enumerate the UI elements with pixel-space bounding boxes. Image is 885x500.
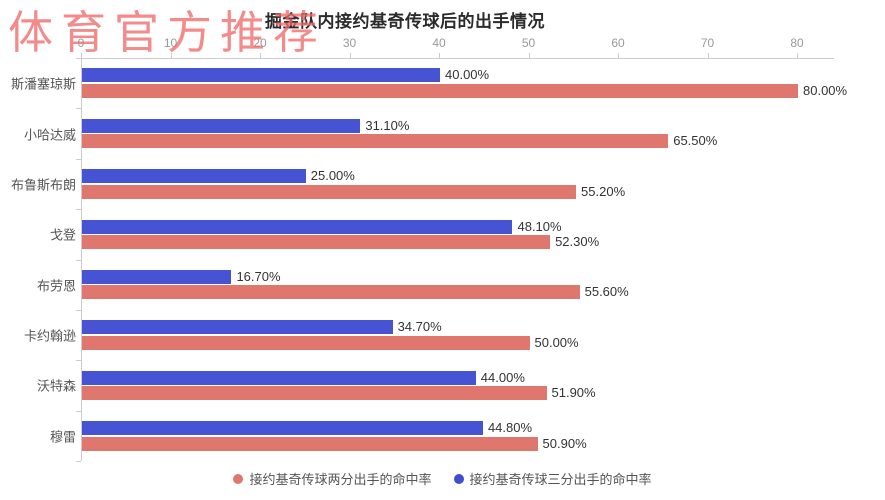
x-tick-mark [618, 53, 619, 58]
x-tick-label: 40 [432, 36, 446, 50]
value-label: 55.60% [584, 284, 629, 300]
x-tick-label: 30 [342, 36, 357, 50]
value-label: 55.20% [581, 183, 626, 199]
bar-3pt-fg[interactable] [82, 370, 476, 385]
x-tick-mark [528, 53, 530, 58]
legend-label: 接约基奇传球两分出手的命中率 [249, 472, 432, 487]
y-tick-mark [76, 58, 81, 59]
y-tick-mark [76, 360, 81, 362]
value-label: 31.10% [365, 117, 410, 133]
bar-2pt-fg[interactable] [82, 335, 530, 350]
value-label: 16.70% [236, 268, 281, 284]
legend: 接约基奇传球两分出手的命中率 接约基奇传球三分出手的命中率 [0, 469, 885, 488]
value-label: 52.30% [555, 234, 600, 250]
bar-3pt-fg[interactable] [82, 269, 232, 284]
bar-3pt-fg[interactable] [82, 68, 440, 83]
value-label: 48.10% [517, 218, 562, 234]
bar-2pt-fg[interactable] [82, 235, 551, 250]
value-label: 65.50% [673, 133, 718, 149]
y-tick-mark [76, 259, 81, 261]
y-tick-mark [76, 108, 81, 110]
value-label: 51.90% [551, 385, 596, 401]
x-tick-label: 10 [163, 36, 178, 50]
category-label: 卡约翰逊 [23, 328, 76, 344]
legend-item-2pt[interactable]: 接约基奇传球两分出手的命中率 [233, 469, 432, 488]
value-label: 40.00% [445, 67, 490, 83]
value-label: 34.70% [397, 319, 442, 335]
x-tick-label: 20 [253, 36, 267, 50]
value-label: 80.00% [803, 82, 848, 98]
bar-2pt-fg[interactable] [82, 285, 580, 300]
bar-2pt-fg[interactable] [82, 184, 577, 199]
category-label: 穆雷 [49, 429, 76, 445]
x-axis-line [81, 58, 834, 59]
x-tick-mark [349, 53, 351, 58]
bar-3pt-fg[interactable] [82, 169, 306, 184]
category-label: 小哈达威 [23, 127, 76, 143]
bar-3pt-fg[interactable] [82, 219, 513, 234]
bar-2pt-fg[interactable] [82, 83, 798, 98]
legend-item-3pt[interactable]: 接约基奇传球三分出手的命中率 [453, 469, 652, 488]
chart-title: 掘金队内接约基奇传球后的出手情况 [265, 12, 545, 31]
x-tick-mark [81, 53, 82, 58]
x-tick-mark [439, 53, 440, 58]
y-axis-line [81, 58, 82, 461]
y-tick-mark [76, 158, 81, 160]
x-tick-mark [260, 53, 261, 58]
bar-2pt-fg[interactable] [82, 134, 669, 149]
x-tick-label: 0 [77, 36, 85, 50]
y-tick-mark [76, 461, 81, 462]
category-label: 布鲁斯布朗 [10, 177, 76, 193]
x-tick-label: 80 [790, 36, 804, 50]
legend-label: 接约基奇传球三分出手的命中率 [469, 472, 652, 487]
y-tick-mark [76, 410, 81, 412]
value-label: 50.00% [534, 334, 579, 350]
x-tick-mark [170, 53, 172, 58]
category-label: 布劳恩 [36, 278, 76, 294]
category-label: 戈登 [49, 227, 76, 243]
x-tick-label: 70 [700, 36, 715, 50]
x-tick-label: 50 [521, 36, 536, 50]
bar-3pt-fg[interactable] [82, 320, 393, 335]
y-tick-mark [76, 209, 81, 211]
bar-3pt-fg[interactable] [82, 421, 483, 436]
value-label: 50.90% [542, 435, 587, 451]
value-label: 25.00% [310, 168, 355, 184]
x-tick-mark [707, 53, 709, 58]
value-label: 44.80% [487, 420, 533, 436]
bar-2pt-fg[interactable] [82, 436, 538, 451]
category-label: 斯潘塞琼斯 [10, 76, 76, 92]
x-tick-mark [797, 53, 798, 58]
legend-dot-icon [453, 473, 464, 484]
bar-2pt-fg[interactable] [82, 386, 547, 401]
value-label: 44.00% [480, 369, 525, 385]
category-label: 沃特森 [36, 378, 76, 394]
legend-dot-icon [233, 473, 244, 484]
y-tick-mark [76, 309, 81, 311]
bar-3pt-fg[interactable] [82, 118, 361, 133]
x-tick-label: 60 [611, 36, 625, 50]
